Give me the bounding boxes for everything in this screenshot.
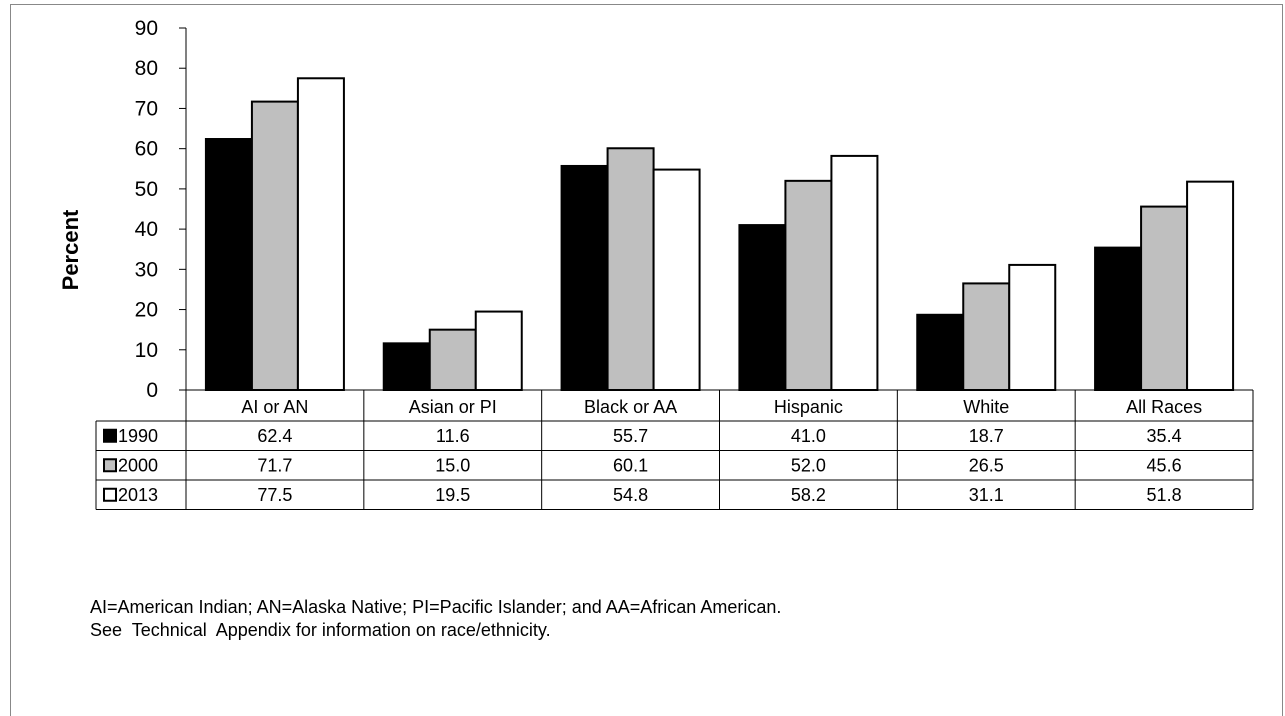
chart-frame bbox=[10, 4, 1283, 716]
category-label: All Races bbox=[1126, 397, 1202, 417]
data-label: 58.2 bbox=[791, 485, 826, 505]
bar-1990 bbox=[204, 138, 253, 391]
data-label: 52.0 bbox=[791, 455, 826, 475]
footnote-technical-appendix: See Technical Appendix for information o… bbox=[90, 620, 551, 640]
data-label: 71.7 bbox=[257, 455, 292, 475]
legend-swatch-1990 bbox=[103, 428, 117, 443]
data-label: 35.4 bbox=[1147, 426, 1182, 446]
bar-2013 bbox=[830, 154, 879, 391]
bar-2000 bbox=[784, 179, 833, 391]
y-tick-label: 20 bbox=[135, 299, 158, 322]
y-tick-label: 0 bbox=[146, 379, 158, 402]
y-axis-label: Percent bbox=[58, 209, 83, 290]
legend-label-1990: 1990 bbox=[118, 426, 158, 446]
legend-swatch-2013 bbox=[103, 487, 117, 502]
data-label: 11.6 bbox=[436, 426, 470, 446]
bar-2000 bbox=[606, 147, 655, 391]
bar-1990 bbox=[738, 224, 787, 391]
data-label: 41.0 bbox=[791, 426, 826, 446]
data-label: 18.7 bbox=[969, 426, 1004, 446]
footnote-abbreviations: AI=American Indian; AN=Alaska Native; PI… bbox=[90, 597, 782, 617]
legend-swatch-2000 bbox=[103, 458, 117, 473]
bar-1990 bbox=[560, 164, 609, 391]
y-tick-label: 70 bbox=[135, 97, 158, 120]
y-tick-label: 40 bbox=[135, 218, 158, 241]
bar-1990 bbox=[916, 313, 965, 392]
y-tick-label: 80 bbox=[135, 57, 158, 80]
bar-2013 bbox=[652, 168, 701, 391]
data-label: 54.8 bbox=[613, 485, 648, 505]
legend-label-2013: 2013 bbox=[118, 485, 158, 505]
bar-2013 bbox=[1186, 180, 1235, 391]
bar-1990 bbox=[382, 342, 431, 391]
category-label: Asian or PI bbox=[409, 397, 497, 417]
data-label: 62.4 bbox=[257, 426, 292, 446]
data-label: 60.1 bbox=[613, 455, 648, 475]
data-label: 45.6 bbox=[1147, 455, 1182, 475]
data-label: 55.7 bbox=[613, 426, 648, 446]
data-label: 31.1 bbox=[969, 485, 1004, 505]
y-tick-label: 60 bbox=[135, 138, 158, 161]
legend-label-2000: 2000 bbox=[118, 455, 158, 475]
bar-2013 bbox=[296, 77, 345, 392]
bar-1990 bbox=[1094, 246, 1143, 391]
bar-2000 bbox=[428, 328, 477, 391]
y-tick-label: 30 bbox=[135, 258, 158, 281]
data-label: 19.5 bbox=[435, 485, 470, 505]
data-label: 15.0 bbox=[435, 455, 470, 475]
bar-2013 bbox=[474, 310, 523, 392]
y-tick-label: 10 bbox=[135, 339, 158, 362]
category-label: Black or AA bbox=[584, 397, 677, 417]
bar-2000 bbox=[250, 100, 299, 392]
bar-2013 bbox=[1008, 263, 1057, 391]
y-tick-label: 90 bbox=[135, 17, 158, 40]
footnotes: AI=American Indian; AN=Alaska Native; PI… bbox=[90, 596, 781, 642]
data-label: 51.8 bbox=[1147, 485, 1182, 505]
y-tick-label: 50 bbox=[135, 178, 158, 201]
category-label: AI or AN bbox=[241, 397, 308, 417]
data-label: 77.5 bbox=[257, 485, 292, 505]
category-label: White bbox=[963, 397, 1009, 417]
category-label: Hispanic bbox=[774, 397, 843, 417]
data-label: 26.5 bbox=[969, 455, 1004, 475]
bar-2000 bbox=[962, 282, 1011, 391]
bar-2000 bbox=[1140, 205, 1189, 391]
